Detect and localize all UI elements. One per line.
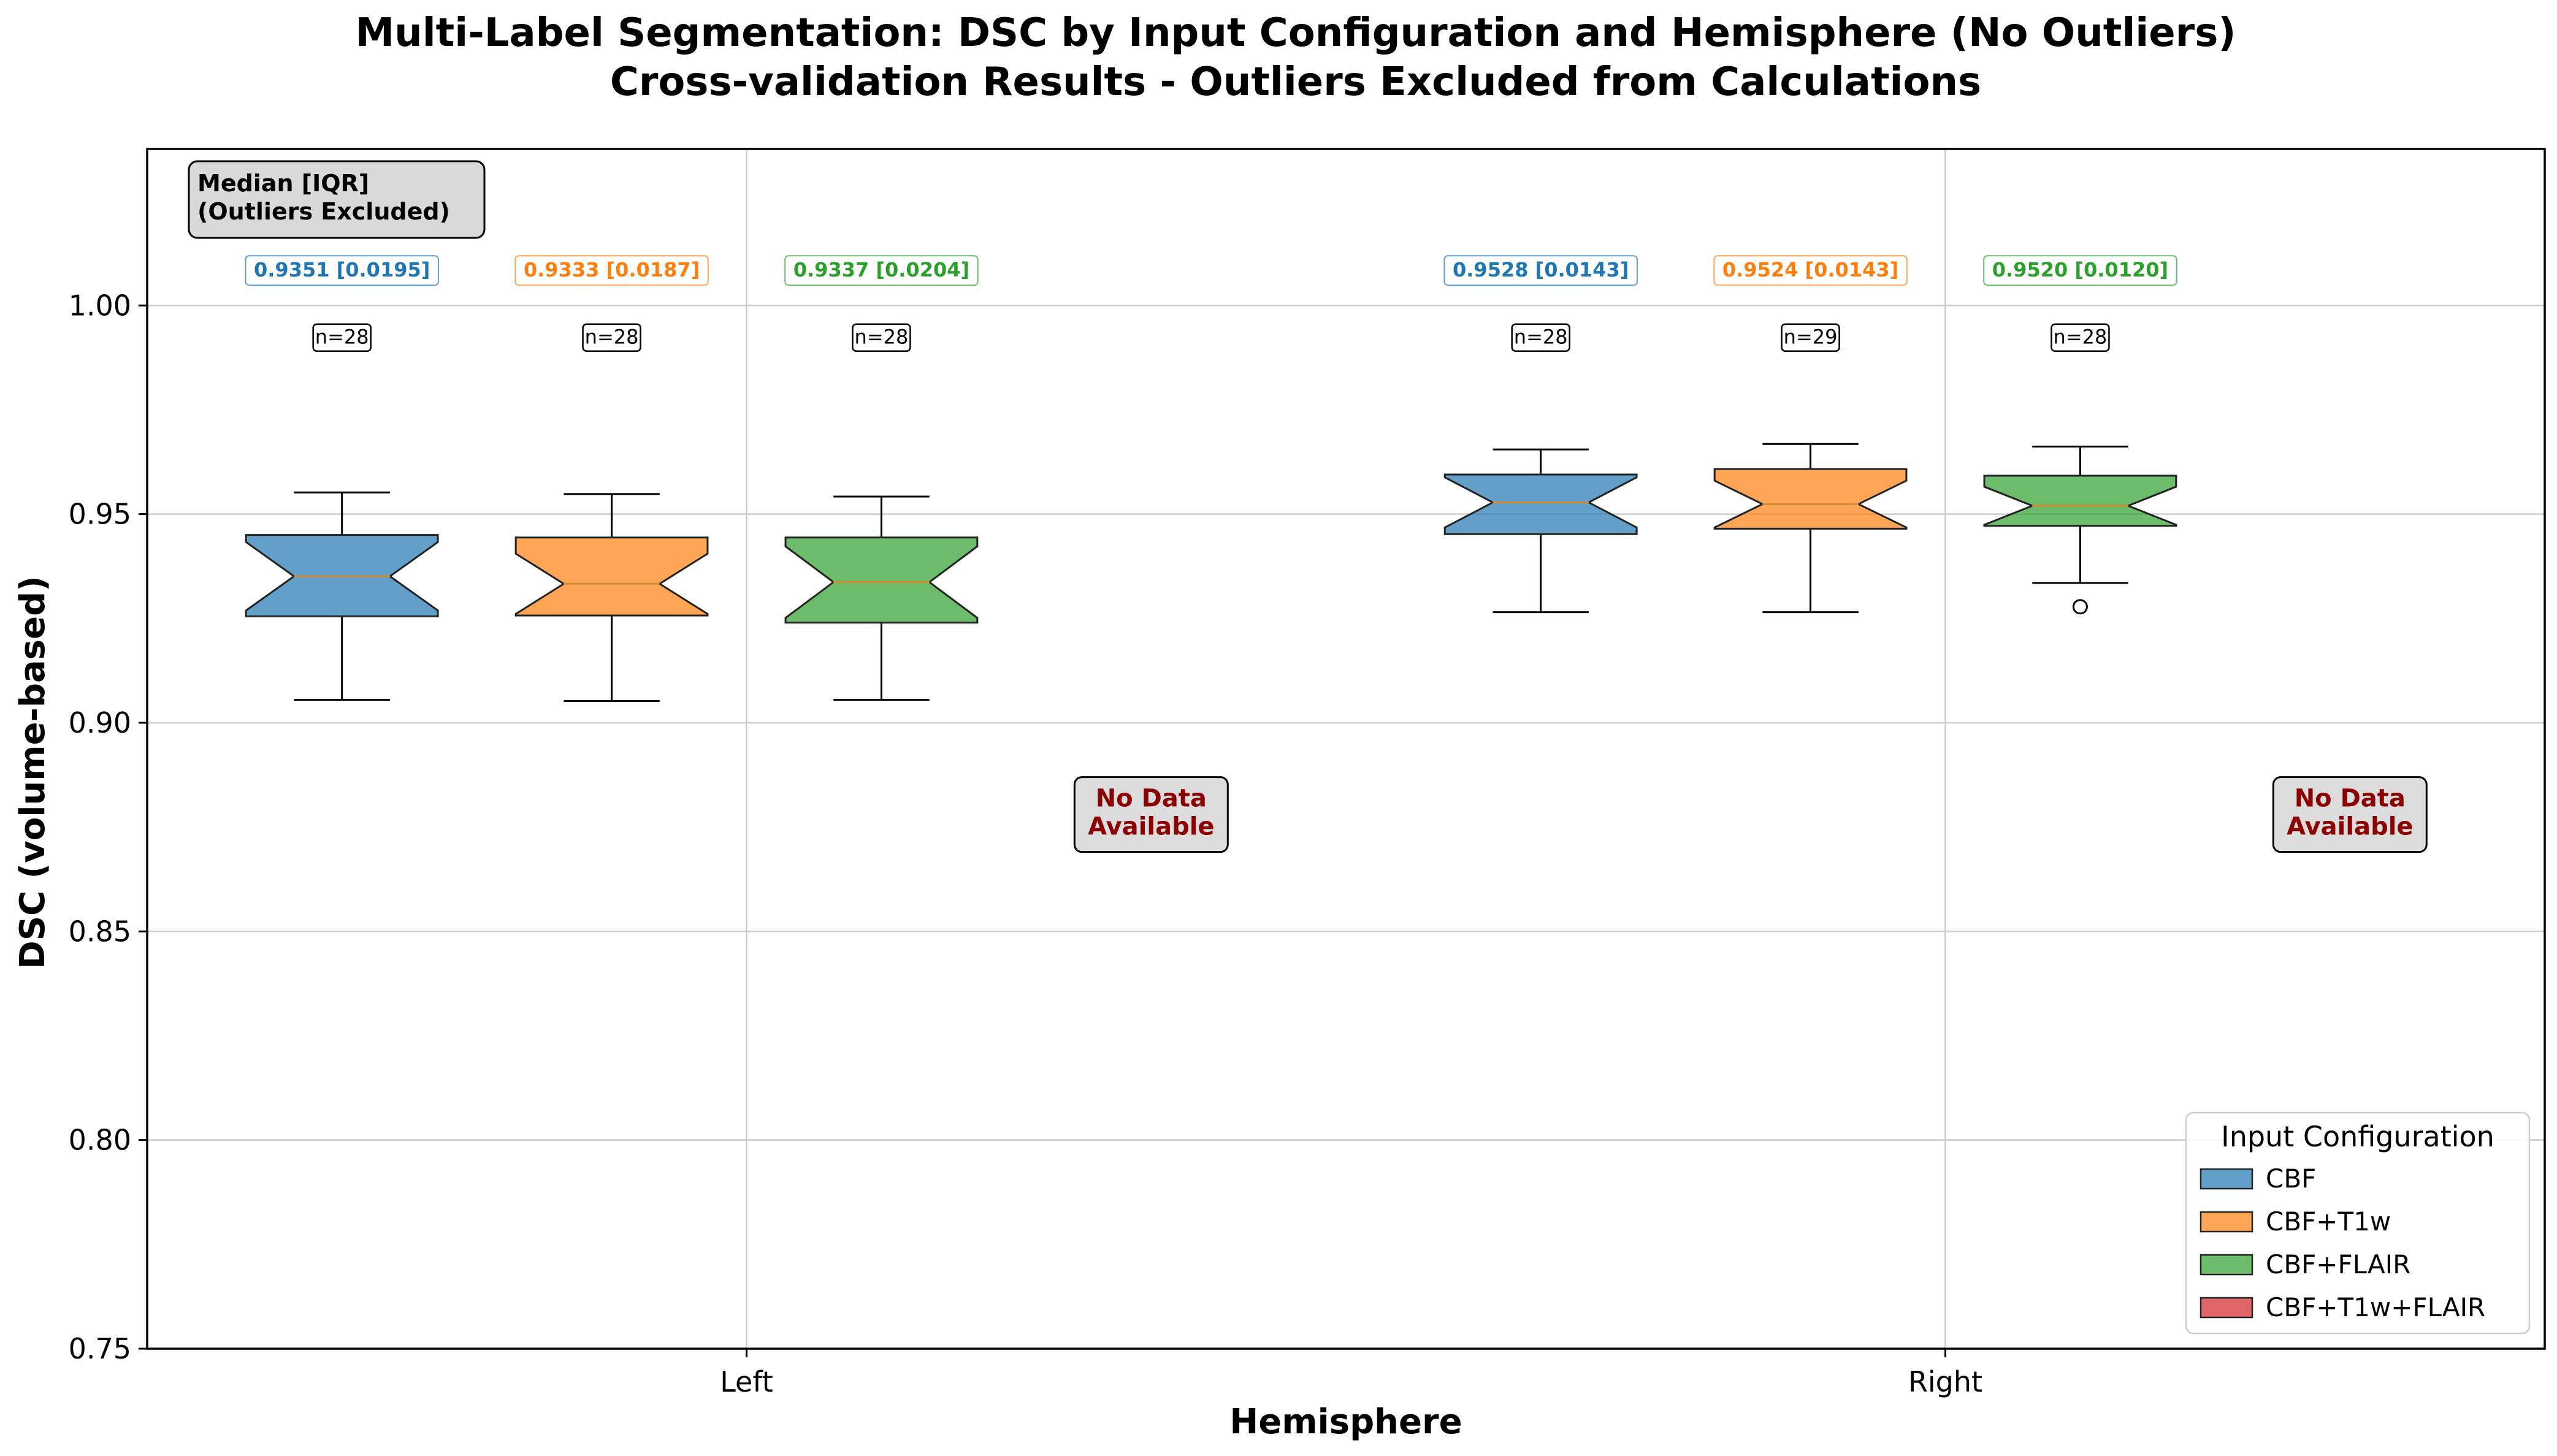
legend-entry-label: CBF+T1w: [2266, 1206, 2391, 1237]
box-cbf-flair-left: 0.9337 [0.0204] n=28: [784, 255, 979, 701]
x-tick-label: Left: [720, 1365, 773, 1398]
legend: Input Configuration CBF CBF+T1w CBF+FLAIR CB…: [2185, 1111, 2531, 1335]
median-iqr-label: 0.9528 [0.0143]: [1453, 258, 1629, 281]
n-label-box: [852, 323, 911, 352]
n-label-box: [582, 323, 641, 352]
no-data-box: [1073, 776, 1229, 853]
legend-entry-label: CBF+FLAIR: [2266, 1249, 2410, 1279]
box-body: [784, 536, 979, 624]
median-iqr-label: 0.9337 [0.0204]: [793, 258, 969, 281]
median-label-box: [1443, 255, 1638, 286]
n-count-label: n=28: [585, 326, 639, 349]
summary-info-box: Median [IQR] (Outliers Excluded): [188, 160, 486, 239]
legend-frame: [2185, 1111, 2531, 1335]
box-body: [1713, 468, 1908, 530]
box-cbf-flair-right: 0.9520 [0.0120] n=28: [1983, 255, 2177, 615]
box-body: [1983, 475, 2177, 527]
plot-frame: [146, 148, 2546, 1350]
median-label-box: [1983, 255, 2177, 286]
median-iqr-label: 0.9351 [0.0195]: [254, 258, 430, 281]
n-count-label: n=29: [1784, 326, 1838, 349]
x-axis-label: Hemisphere: [1229, 1402, 1462, 1442]
box-cbf-t1w-right: 0.9524 [0.0143] n=29: [1713, 255, 1908, 614]
box-cbf-right: 0.9528 [0.0143] n=28: [1443, 255, 1638, 614]
median-iqr-label: 0.9520 [0.0120]: [1992, 258, 2168, 281]
median-iqr-label: 0.9524 [0.0143]: [1722, 258, 1898, 281]
n-count-label: n=28: [1514, 326, 1568, 349]
y-tick-label: 0.90: [69, 706, 131, 739]
no-data-box: [2272, 776, 2428, 853]
box-body: [1443, 473, 1638, 535]
legend-title: Input Configuration: [2221, 1120, 2494, 1153]
legend-entry-label: CBF: [2266, 1164, 2316, 1194]
plot-area: 0.75 0.80 0.85 0.90 0.95 1.00 Left Right 0.9351 …: [69, 148, 2546, 1398]
legend-swatch: [2200, 1297, 2253, 1319]
no-data-annotation: No Data Available: [2272, 776, 2428, 853]
chart-subtitle: Cross-validation Results - Outliers Excl…: [610, 59, 1981, 105]
summary-info-background: [188, 160, 486, 239]
y-tick-label: 1.00: [69, 289, 131, 322]
legend-swatch: [2200, 1168, 2253, 1190]
n-label-box: [312, 323, 372, 352]
x-tick-label: Right: [1908, 1365, 1982, 1398]
median-label-box: [784, 255, 979, 286]
box-cbf-left: 0.9351 [0.0195] n=28: [245, 255, 439, 701]
y-tick-label: 0.85: [69, 915, 131, 948]
legend-entry-label: CBF+T1w+FLAIR: [2266, 1292, 2485, 1322]
n-label-box: [1781, 323, 1840, 352]
median-iqr-label: 0.9333 [0.0187]: [524, 258, 700, 281]
n-count-label: n=28: [2054, 326, 2108, 349]
plot-background: [147, 149, 2545, 1349]
median-label-box: [1713, 255, 1908, 286]
summary-info-text: Median [IQR] (Outliers Excluded): [197, 170, 450, 225]
box-body: [514, 536, 709, 617]
n-count-label: n=28: [315, 326, 369, 349]
y-tick-label: 0.75: [69, 1332, 131, 1365]
outlier-point: [2072, 599, 2088, 615]
box-cbf-t1w-left: 0.9333 [0.0187] n=28: [514, 255, 709, 703]
no-data-text: No Data Available: [2287, 785, 2413, 841]
n-label-box: [1511, 323, 1570, 352]
y-tick-label: 0.80: [69, 1124, 131, 1157]
legend-swatch: [2200, 1211, 2253, 1233]
y-tick-label: 0.95: [69, 498, 131, 531]
no-data-annotation: No Data Available: [1073, 776, 1229, 853]
median-label-box: [514, 255, 709, 286]
y-axis-label: DSC (volume-based): [13, 576, 53, 969]
legend-swatch: [2200, 1254, 2253, 1276]
chart-title: Multi-Label Segmentation: DSC by Input C…: [355, 10, 2236, 56]
median-label-box: [245, 255, 439, 286]
n-label-box: [2051, 323, 2110, 352]
no-data-text: No Data Available: [1088, 785, 1214, 841]
n-count-label: n=28: [855, 326, 909, 349]
